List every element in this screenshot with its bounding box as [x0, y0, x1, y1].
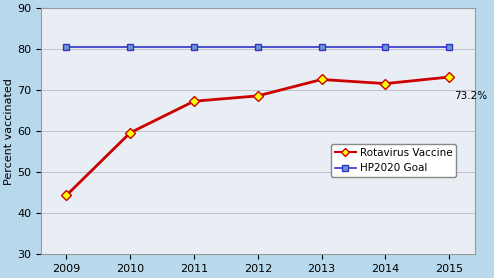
HP2020 Goal — [191, 45, 197, 49]
HP2020 Goal — [382, 45, 388, 49]
Rotavirus Vaccine — [63, 194, 69, 197]
HP2020 Goal — [255, 45, 261, 49]
Rotavirus Vaccine — [255, 94, 261, 98]
Rotavirus Vaccine — [382, 82, 388, 85]
Rotavirus Vaccine — [446, 75, 452, 79]
HP2020 Goal — [63, 45, 69, 49]
Y-axis label: Percent vaccinated: Percent vaccinated — [4, 78, 14, 185]
Rotavirus Vaccine — [191, 100, 197, 103]
Rotavirus Vaccine — [319, 78, 325, 81]
Text: 73.2%: 73.2% — [454, 91, 488, 101]
Line: Rotavirus Vaccine: Rotavirus Vaccine — [63, 74, 453, 199]
HP2020 Goal — [127, 45, 133, 49]
HP2020 Goal — [319, 45, 325, 49]
HP2020 Goal — [446, 45, 452, 49]
Legend: Rotavirus Vaccine, HP2020 Goal: Rotavirus Vaccine, HP2020 Goal — [330, 144, 456, 177]
Rotavirus Vaccine — [127, 131, 133, 135]
Line: HP2020 Goal: HP2020 Goal — [64, 44, 452, 50]
